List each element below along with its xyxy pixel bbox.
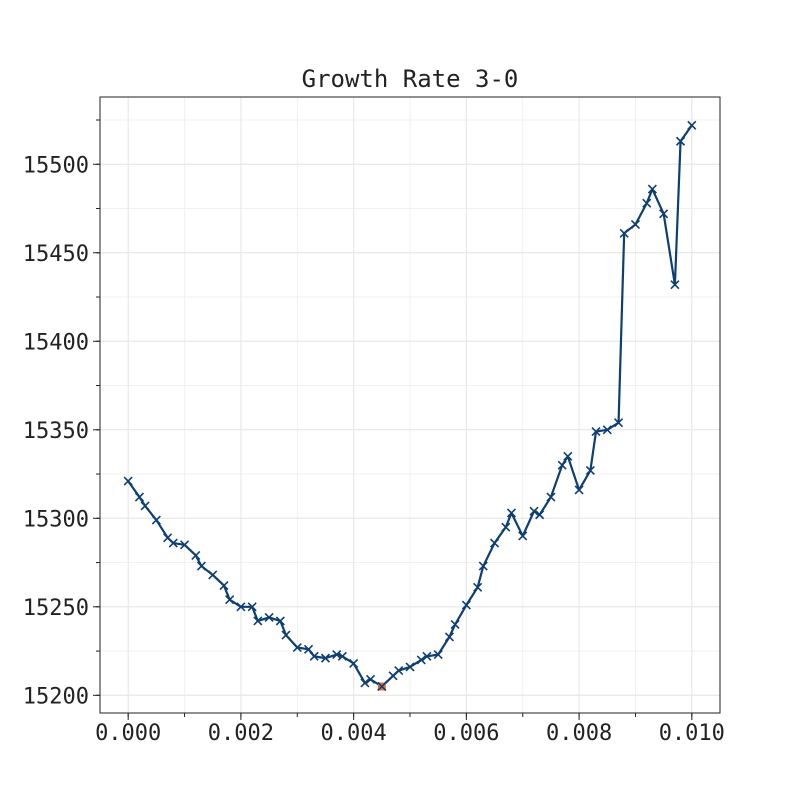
x-tick-label: 0.004 (321, 721, 387, 746)
y-tick-label: 15400 (23, 330, 89, 355)
data-point (309, 651, 319, 661)
data-point (659, 209, 669, 219)
grid (100, 97, 720, 713)
data-point (535, 510, 545, 520)
annotation-layer (377, 681, 387, 692)
y-tick-label: 15500 (23, 153, 89, 178)
data-point (337, 651, 347, 661)
x-tick-label: 0.008 (546, 721, 612, 746)
y-tick-label: 15200 (23, 684, 89, 709)
data-point (247, 602, 257, 612)
data-point (670, 280, 680, 290)
data-point (630, 219, 641, 230)
data-point (292, 642, 302, 653)
y-axis: 15200 15250 15300 15350 15400 15450 15500 (23, 119, 100, 709)
data-point (478, 561, 488, 571)
data-point (433, 650, 443, 660)
data-point (140, 501, 150, 511)
data-point (303, 644, 314, 654)
x-tick-label: 0.010 (659, 721, 725, 746)
data-point (619, 228, 629, 238)
series-layer (123, 120, 697, 692)
data-point (236, 602, 246, 612)
y-tick-label: 15450 (23, 242, 89, 267)
data-point (191, 550, 201, 561)
data-point (613, 418, 624, 428)
data-point (134, 492, 145, 502)
y-tick-label: 15250 (23, 596, 89, 621)
data-point (501, 522, 511, 532)
data-point (585, 465, 595, 476)
data-point (281, 630, 291, 640)
data-point (675, 136, 686, 146)
data-point (563, 451, 573, 461)
data-point (168, 538, 178, 548)
min-point-cross (377, 681, 387, 692)
x-axis: 0.000 0.002 0.004 0.006 0.008 0.010 (95, 713, 725, 746)
data-point (473, 582, 483, 592)
data-point (574, 485, 584, 495)
data-point (349, 658, 359, 669)
data-point (196, 561, 207, 571)
x-tick-label: 0.006 (433, 721, 499, 746)
data-point (208, 570, 218, 580)
data-point (332, 650, 342, 660)
data-point (219, 580, 229, 591)
x-tick-label: 0.002 (208, 721, 274, 746)
data-point (365, 674, 376, 684)
data-point (253, 616, 263, 626)
data-point (642, 198, 652, 208)
data-point (416, 655, 426, 665)
data-point (123, 476, 133, 486)
data-point (264, 612, 274, 622)
data-point (444, 632, 455, 642)
data-point (647, 184, 657, 194)
data-point (489, 538, 500, 548)
data-point (557, 460, 567, 470)
data-point (422, 651, 432, 661)
data-point (394, 665, 404, 676)
data-point (546, 492, 556, 502)
data-point (529, 506, 539, 516)
data-point (275, 616, 285, 626)
data-point (151, 515, 161, 525)
data-point (687, 120, 697, 130)
y-tick-label: 15300 (23, 507, 89, 532)
chart-title: Growth Rate 3-0 (302, 65, 519, 93)
x-tick-label: 0.000 (95, 721, 161, 746)
y-tick-label: 15350 (23, 419, 89, 444)
data-point (179, 540, 190, 550)
data-point (461, 600, 471, 610)
data-point (320, 653, 331, 663)
data-point (225, 595, 235, 605)
data-point (450, 619, 460, 630)
data-point (506, 508, 517, 518)
data-point (405, 662, 415, 672)
data-point (518, 531, 528, 541)
data-point (591, 426, 601, 437)
data-point (360, 678, 370, 688)
data-point (602, 425, 612, 435)
